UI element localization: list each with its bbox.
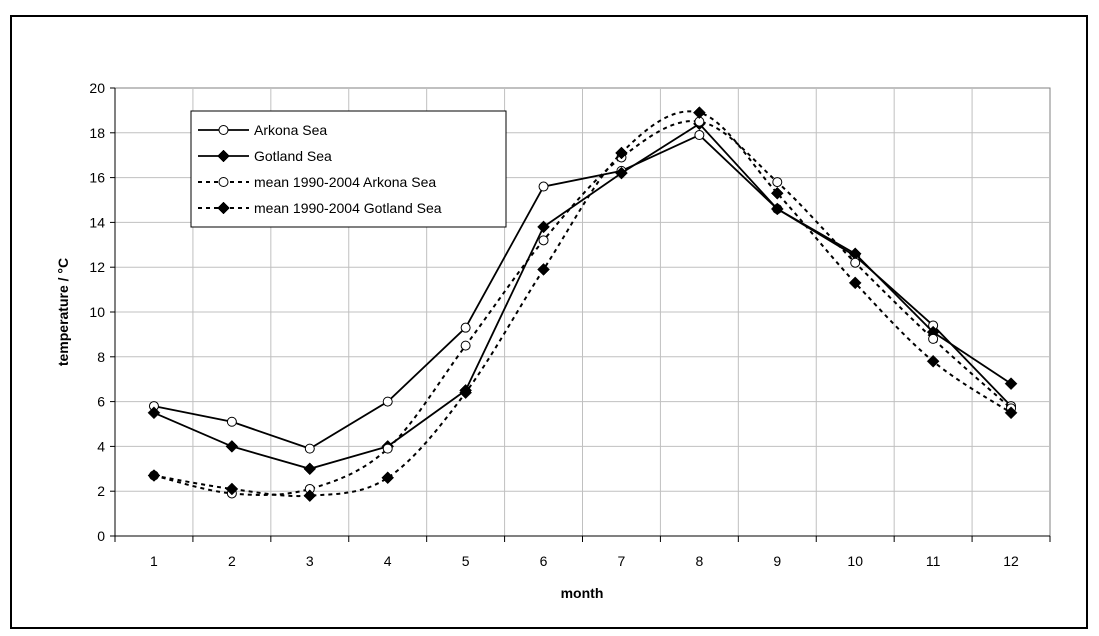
y-tick-label: 18 <box>89 125 105 141</box>
data-point <box>382 396 393 407</box>
data-point <box>772 177 783 188</box>
y-tick-label: 14 <box>89 214 105 230</box>
x-tick-label: 7 <box>618 553 626 569</box>
axes <box>110 87 1051 542</box>
legend-label: mean 1990-2004 Gotland Sea <box>254 200 442 216</box>
y-tick-label: 8 <box>97 349 105 365</box>
legend-marker <box>217 149 230 163</box>
data-point <box>226 416 237 427</box>
data-point <box>1004 377 1018 391</box>
series-group <box>147 106 1018 503</box>
y-tick-label: 10 <box>89 304 105 320</box>
data-point <box>928 333 939 344</box>
legend-marker <box>218 177 229 187</box>
series-line <box>153 120 1012 496</box>
x-axis-title: month <box>561 585 604 601</box>
data-point <box>615 146 628 160</box>
data-point <box>147 469 161 482</box>
x-tick-label: 10 <box>847 553 863 569</box>
x-tick-label: 4 <box>384 553 392 569</box>
data-point <box>537 263 550 276</box>
data-point <box>694 130 705 141</box>
x-tick-label: 2 <box>228 553 236 569</box>
x-tick-label: 3 <box>306 553 314 569</box>
data-point <box>304 443 315 454</box>
data-point <box>1004 406 1018 420</box>
data-point <box>303 489 317 503</box>
legend-label: Arkona Sea <box>254 122 327 138</box>
x-tick-label: 5 <box>462 553 470 569</box>
series-line <box>153 122 1012 470</box>
y-axis-title: temperature / °C <box>55 258 71 366</box>
data-point <box>850 257 861 268</box>
x-tick-labels: 1 2 3 4 5 6 7 8 9 10 11 12 <box>150 553 1019 569</box>
data-point <box>848 276 862 290</box>
x-tick-label: 6 <box>540 553 548 569</box>
data-point <box>460 340 471 351</box>
data-point <box>615 166 628 180</box>
data-point <box>381 471 395 485</box>
data-point <box>303 462 317 476</box>
x-tick-label: 9 <box>773 553 781 569</box>
data-point <box>770 202 784 216</box>
y-tick-label: 12 <box>89 259 105 275</box>
data-point <box>225 482 239 496</box>
legend: Arkona Sea Gotland Sea mean 1990-2004 Arko… <box>190 110 507 228</box>
y-tick-label: 6 <box>97 394 105 410</box>
data-point <box>693 106 706 119</box>
y-tick-label: 16 <box>89 170 105 186</box>
legend-label: Gotland Sea <box>254 148 332 164</box>
data-point <box>147 406 161 420</box>
data-point <box>459 386 472 399</box>
data-point <box>538 235 549 246</box>
data-point <box>770 186 784 200</box>
series-4 <box>147 106 1018 503</box>
legend-marker <box>218 125 229 135</box>
legend-marker <box>217 201 230 215</box>
data-point <box>225 440 239 453</box>
data-point <box>382 443 393 454</box>
data-point <box>460 322 471 333</box>
y-tick-label: 20 <box>89 80 105 96</box>
x-tick-label: 8 <box>695 553 703 569</box>
x-tick-label: 11 <box>926 553 941 569</box>
gridlines <box>115 88 1050 536</box>
x-tick-label: 1 <box>150 553 158 569</box>
y-tick-label: 4 <box>97 438 105 454</box>
legend-label: mean 1990-2004 Arkona Sea <box>254 174 436 190</box>
y-tick-label: 0 <box>97 528 105 544</box>
y-tick-label: 2 <box>97 483 105 499</box>
data-point <box>537 220 550 234</box>
data-point <box>538 181 549 192</box>
data-point <box>926 354 940 368</box>
y-tick-labels: 0 2 4 6 8 10 12 14 16 18 20 <box>89 80 105 544</box>
x-tick-label: 12 <box>1003 553 1019 569</box>
